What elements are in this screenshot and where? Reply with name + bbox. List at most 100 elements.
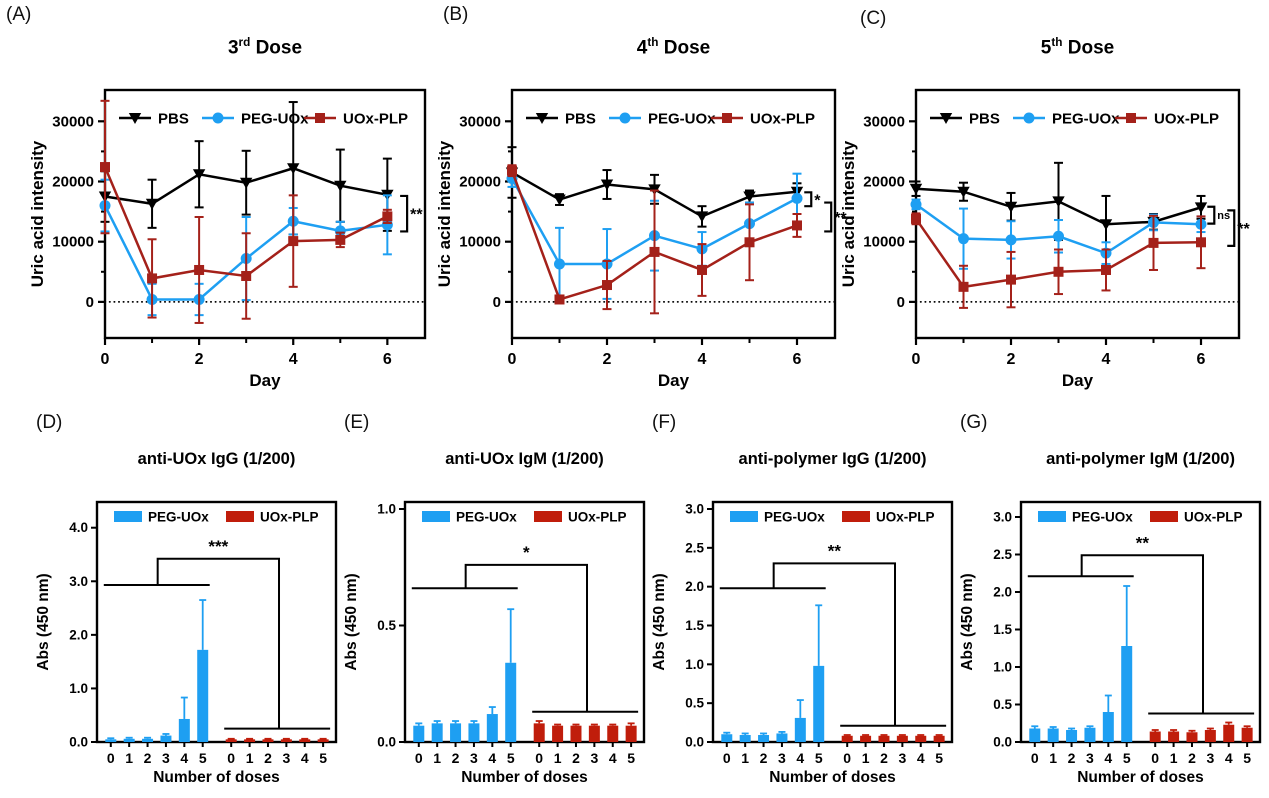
svg-text:30000: 30000 <box>863 113 905 130</box>
svg-text:0: 0 <box>535 750 543 766</box>
bar-series-uox-plp <box>1149 721 1253 742</box>
svg-text:1: 1 <box>1049 750 1057 766</box>
panel-c: (C) 5th Dose 0 10000 20000 30000 0 2 4 6 Uric ac… <box>839 0 1269 406</box>
bar-series-peg-uox <box>721 604 825 742</box>
significance-bracket: * <box>411 543 639 713</box>
significance-bracket: ** <box>400 194 423 233</box>
svg-text:4: 4 <box>301 750 309 766</box>
bar-series-uox-plp <box>225 737 329 742</box>
axes: 0 10000 20000 30000 0 2 4 6 Uric acid intensity D… <box>28 88 427 390</box>
svg-text:PEG-UOx: PEG-UOx <box>1072 510 1133 525</box>
svg-text:5: 5 <box>507 750 515 766</box>
significance-bracket: * <box>804 191 821 209</box>
bar-series-peg-uox <box>413 608 517 742</box>
svg-text:2: 2 <box>1068 750 1076 766</box>
svg-text:Abs (450 nm): Abs (450 nm) <box>959 573 976 670</box>
legend: PEG-UOx UOx-PLP <box>114 510 319 525</box>
svg-text:0.5: 0.5 <box>993 697 1012 712</box>
svg-text:4: 4 <box>917 750 925 766</box>
svg-text:**: ** <box>1237 221 1250 238</box>
panel-d-title: anti-UOx IgG (1/200) <box>137 450 296 468</box>
series-uox-plp <box>911 212 1206 309</box>
svg-text:**: ** <box>828 541 842 560</box>
svg-text:PBS: PBS <box>565 111 596 128</box>
svg-text:3: 3 <box>898 750 906 766</box>
svg-text:2: 2 <box>144 750 152 766</box>
svg-text:1: 1 <box>433 750 441 766</box>
svg-text:3: 3 <box>162 750 170 766</box>
svg-text:5: 5 <box>319 750 327 766</box>
svg-text:PEG-UOx: PEG-UOx <box>456 510 517 525</box>
panel-e: (E) anti-UOx IgM (1/200) 0.0 0.5 1.0 0 1 2 3 4 5… <box>338 408 654 798</box>
svg-text:2: 2 <box>264 750 272 766</box>
svg-text:0: 0 <box>107 750 115 766</box>
series-uox-plp <box>100 99 393 324</box>
svg-text:4: 4 <box>698 351 707 368</box>
svg-text:Uric acid intensity: Uric acid intensity <box>28 140 47 287</box>
svg-text:2.5: 2.5 <box>993 547 1012 562</box>
svg-text:10000: 10000 <box>459 234 501 251</box>
svg-text:3.0: 3.0 <box>685 501 704 516</box>
svg-text:2: 2 <box>880 750 888 766</box>
svg-text:4.0: 4.0 <box>69 520 88 535</box>
svg-text:5: 5 <box>935 750 943 766</box>
svg-text:Uric acid intensity: Uric acid intensity <box>839 140 858 287</box>
svg-text:0: 0 <box>723 750 731 766</box>
significance-bracket: ns <box>1207 205 1230 225</box>
svg-text:2.0: 2.0 <box>993 585 1012 600</box>
svg-text:*: * <box>523 543 530 562</box>
significance-bracket: ** <box>824 201 847 233</box>
axes: 0 10000 20000 30000 0 2 4 6 Uric acid intensity D… <box>839 88 1241 390</box>
panel-b-label: (B) <box>443 4 469 25</box>
svg-text:6: 6 <box>1197 351 1206 368</box>
svg-text:4: 4 <box>488 750 496 766</box>
svg-text:Abs (450 nm): Abs (450 nm) <box>343 573 360 670</box>
svg-text:2: 2 <box>452 750 460 766</box>
svg-text:1.0: 1.0 <box>685 657 704 672</box>
svg-text:PEG-UOx: PEG-UOx <box>764 510 825 525</box>
svg-text:0: 0 <box>897 294 905 311</box>
svg-text:2.0: 2.0 <box>69 627 88 642</box>
svg-text:Day: Day <box>1062 371 1094 390</box>
significance-bracket: ** <box>719 541 947 727</box>
svg-text:PEG-UOx: PEG-UOx <box>148 510 209 525</box>
svg-text:30000: 30000 <box>459 113 501 130</box>
panel-a-label: (A) <box>6 4 32 25</box>
svg-text:UOx-PLP: UOx-PLP <box>343 111 408 128</box>
svg-text:PEG-UOx: PEG-UOx <box>1052 111 1120 128</box>
svg-text:1: 1 <box>554 750 562 766</box>
svg-text:3.0: 3.0 <box>69 574 88 589</box>
bar-series-uox-plp <box>533 720 637 742</box>
svg-text:UOx-PLP: UOx-PLP <box>1154 111 1219 128</box>
svg-text:20000: 20000 <box>52 173 94 190</box>
svg-text:20000: 20000 <box>459 173 501 190</box>
svg-text:0: 0 <box>101 351 110 368</box>
legend: PBS PEG-UOx UOx-PLP <box>526 111 815 128</box>
panel-b-title: 4th Dose <box>636 36 711 59</box>
svg-text:Abs (450 nm): Abs (450 nm) <box>35 573 52 670</box>
panel-c-label: (C) <box>860 8 887 29</box>
svg-text:1: 1 <box>862 750 870 766</box>
svg-text:4: 4 <box>1225 750 1233 766</box>
svg-text:5: 5 <box>199 750 207 766</box>
legend: PEG-UOx UOx-PLP <box>422 510 627 525</box>
legend: PBS PEG-UOx UOx-PLP <box>930 111 1219 128</box>
svg-text:0: 0 <box>86 294 94 311</box>
svg-text:4: 4 <box>1104 750 1112 766</box>
significance-bracket: *** <box>103 537 331 730</box>
svg-text:UOx-PLP: UOx-PLP <box>568 510 627 525</box>
svg-text:Day: Day <box>658 371 690 390</box>
svg-text:UOx-PLP: UOx-PLP <box>1184 510 1243 525</box>
svg-text:4: 4 <box>1102 351 1111 368</box>
svg-text:2: 2 <box>760 750 768 766</box>
panel-e-label: (E) <box>344 412 370 433</box>
panel-d: (D) anti-UOx IgG (1/200) 0.0 1.0 2.0 3.0 4.0… <box>30 408 346 798</box>
svg-text:Uric acid intensity: Uric acid intensity <box>435 140 454 287</box>
svg-text:2: 2 <box>572 750 580 766</box>
svg-text:Number of doses: Number of doses <box>1077 769 1204 786</box>
